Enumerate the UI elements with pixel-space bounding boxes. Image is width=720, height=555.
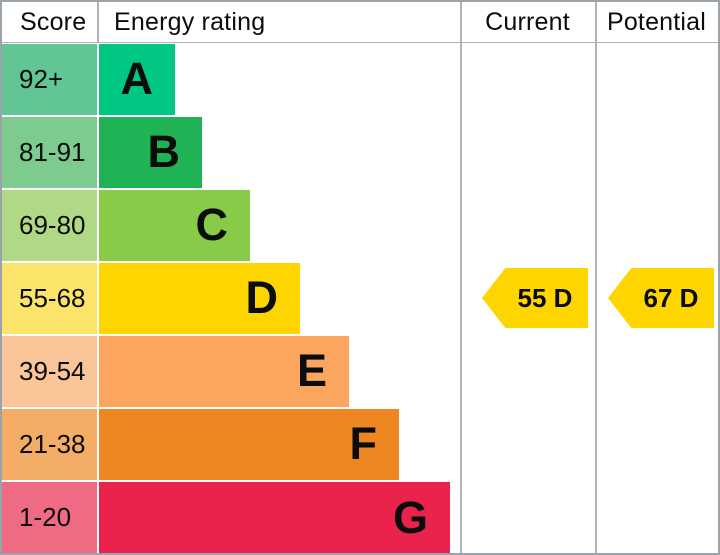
rating-letter: E xyxy=(296,345,327,397)
header-potential: Potential xyxy=(606,8,707,36)
potential-column-divider xyxy=(595,2,597,553)
rating-letter: F xyxy=(349,418,378,470)
band-row-a: 92+ A xyxy=(2,43,718,117)
band-row-c: 69-80 C xyxy=(2,189,718,263)
score-cell: 55-68 xyxy=(2,262,99,334)
rating-bar: E xyxy=(99,335,349,407)
band-row-f: 21-38 F xyxy=(2,408,718,482)
rating-bar: D xyxy=(99,262,300,334)
potential-arrow: 67 D xyxy=(608,268,714,328)
current-arrow: 55 D xyxy=(482,268,588,328)
score-cell: 1-20 xyxy=(2,481,99,553)
chart-header: Score Energy rating Current Potential xyxy=(2,2,718,43)
band-row-b: 81-91 B xyxy=(2,116,718,190)
rating-letter: C xyxy=(195,199,229,251)
rating-letter: B xyxy=(147,126,181,178)
score-cell: 21-38 xyxy=(2,408,99,480)
band-row-d: 55-68 D xyxy=(2,262,718,336)
rating-bar: B xyxy=(99,116,202,188)
band-rows: 92+ A 81-91 B 69-80 C 55-68 D 39-54 E 21… xyxy=(2,43,718,553)
score-cell: 69-80 xyxy=(2,189,99,261)
band-row-g: 1-20 G xyxy=(2,481,718,553)
rating-bar: F xyxy=(99,408,399,480)
header-current: Current xyxy=(485,8,570,36)
potential-arrow-label: 67 D xyxy=(643,282,699,313)
rating-letter: G xyxy=(392,491,428,543)
rating-letter: A xyxy=(120,53,154,105)
header-score: Score xyxy=(20,8,87,36)
header-energy-rating: Energy rating xyxy=(114,8,266,36)
score-cell: 81-91 xyxy=(2,116,99,188)
current-column-divider xyxy=(460,2,462,553)
rating-bar: A xyxy=(99,43,175,115)
rating-bar: C xyxy=(99,189,250,261)
rating-bar: G xyxy=(99,481,450,553)
header-score-divider xyxy=(97,2,99,43)
band-row-e: 39-54 E xyxy=(2,335,718,409)
score-cell: 39-54 xyxy=(2,335,99,407)
score-cell: 92+ xyxy=(2,43,99,115)
rating-letter: D xyxy=(245,272,279,324)
current-arrow-label: 55 D xyxy=(517,282,573,313)
